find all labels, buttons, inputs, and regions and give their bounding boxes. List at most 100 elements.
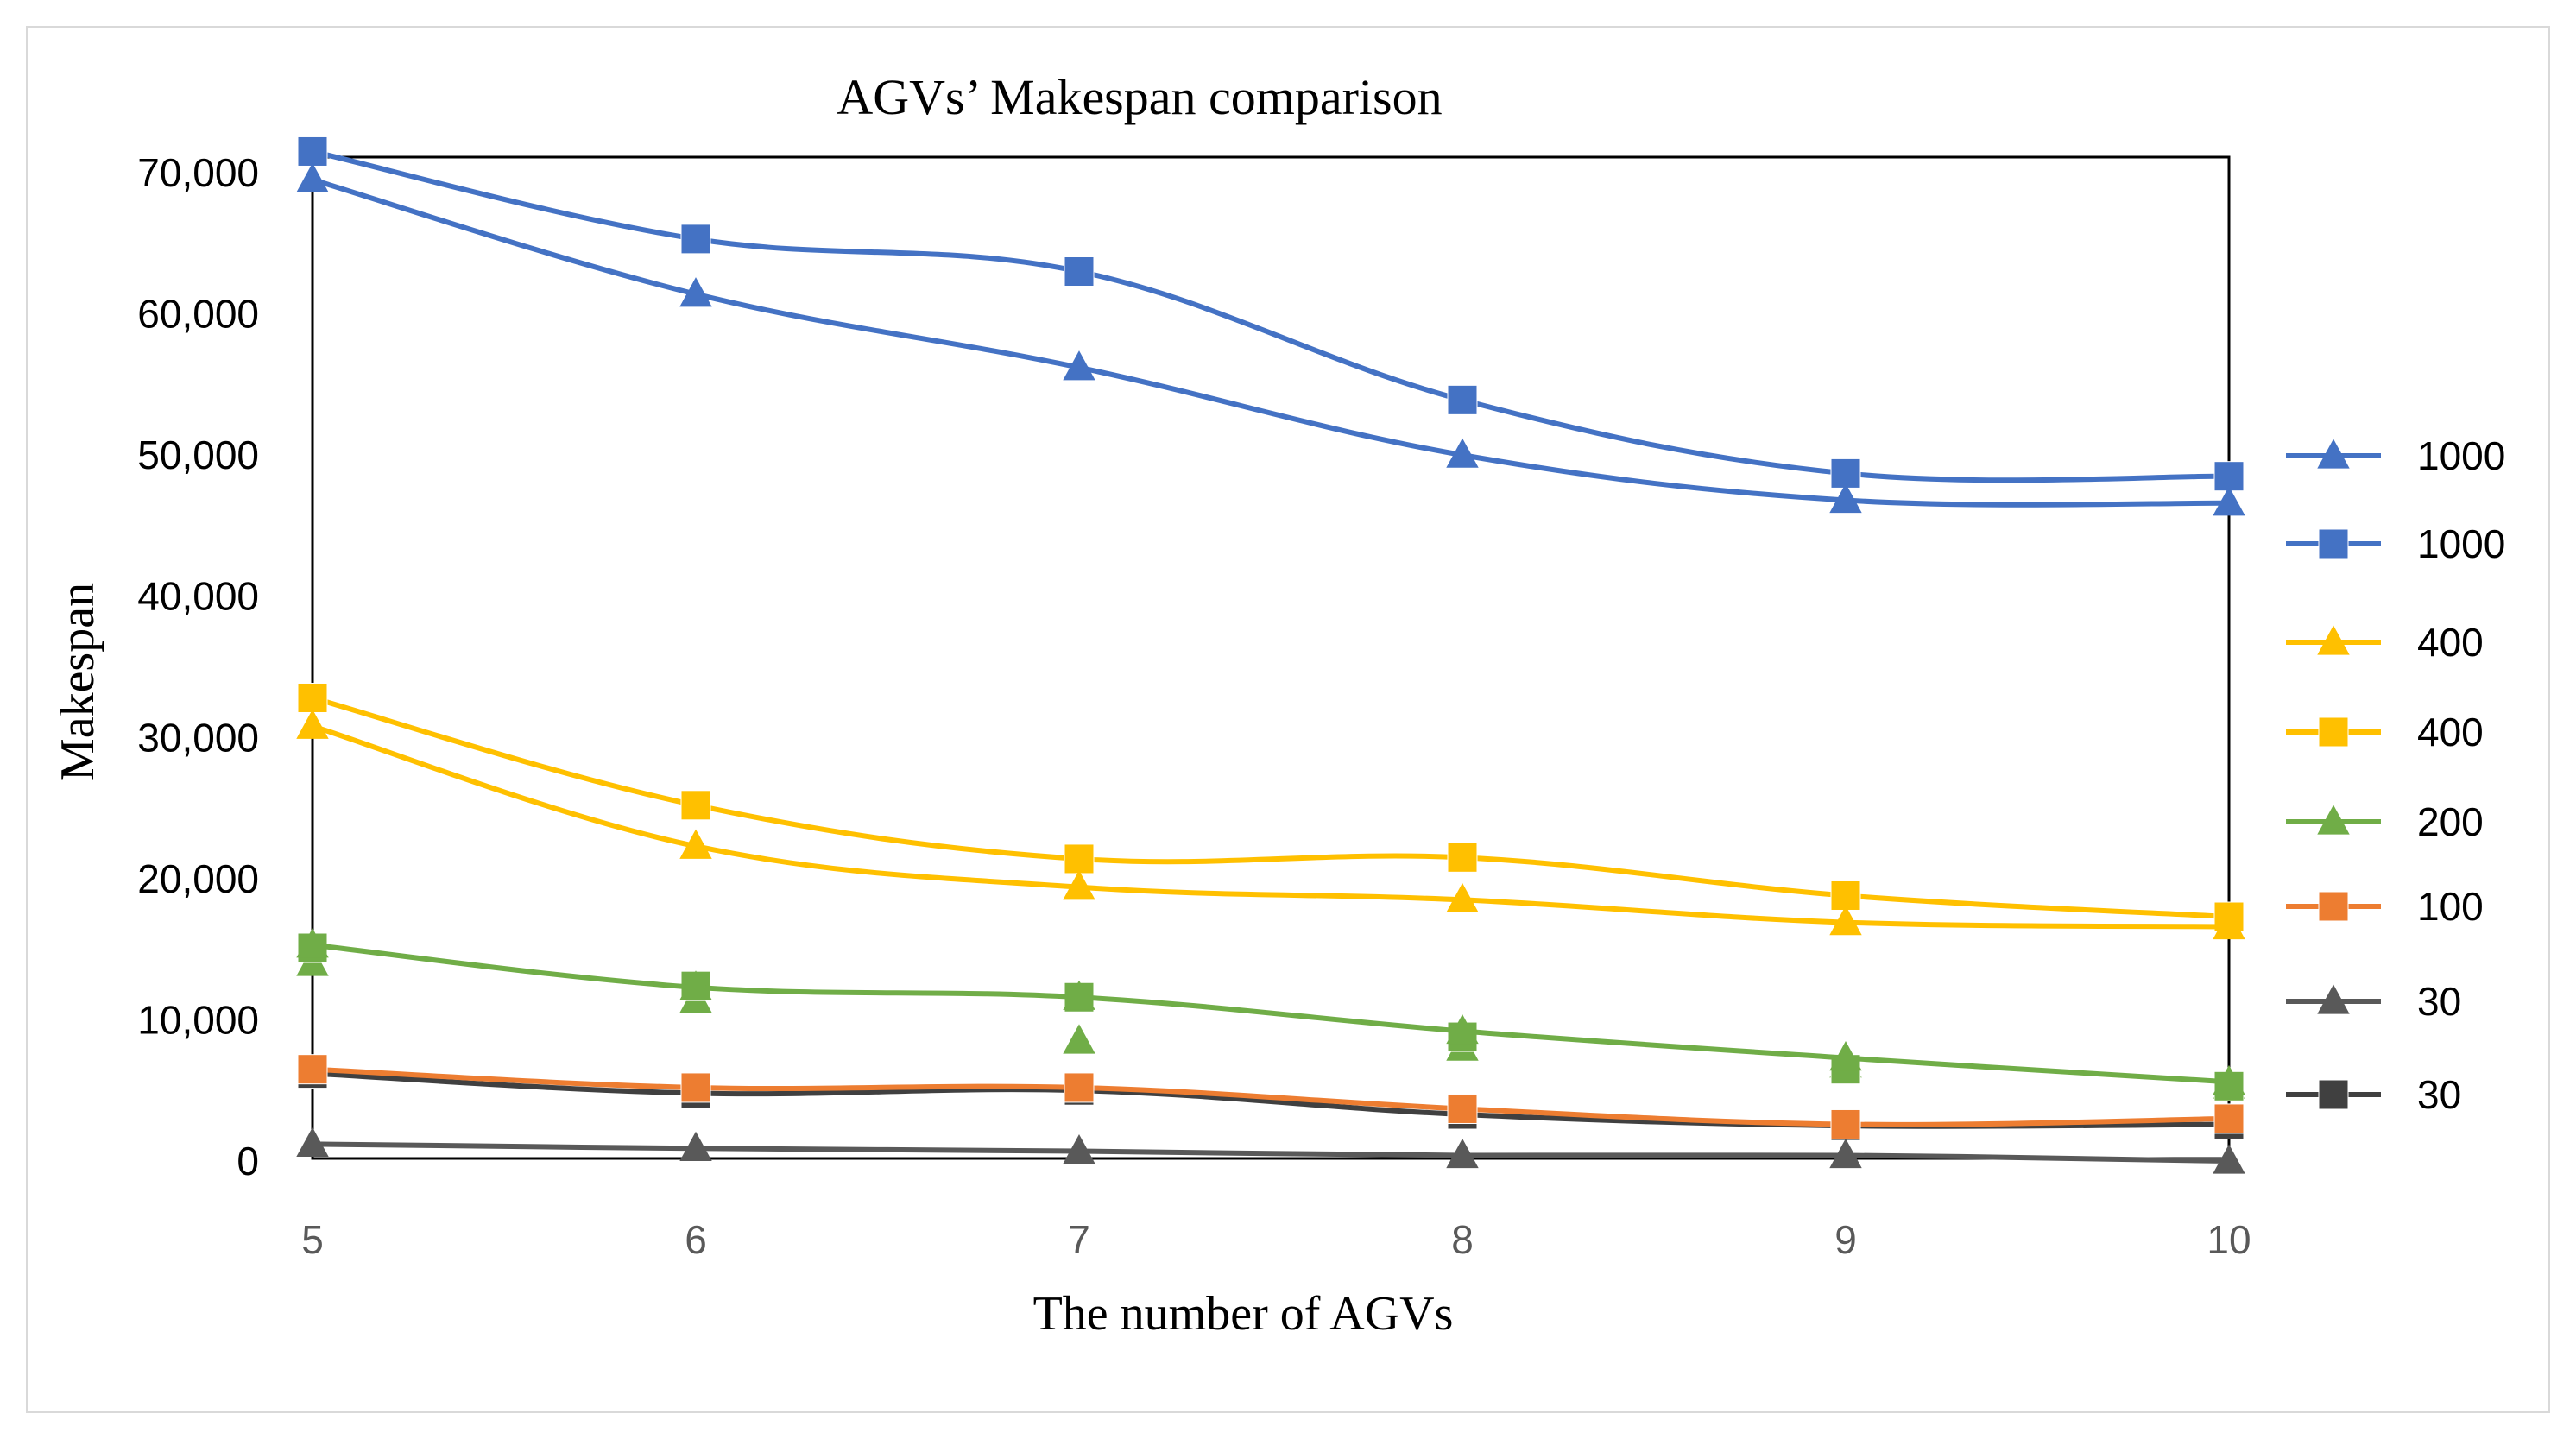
legend-swatch-marker: [2318, 1079, 2349, 1110]
data-point-marker: [2213, 909, 2245, 940]
x-tick-label: 7: [1068, 1217, 1090, 1262]
data-point-marker: [680, 790, 711, 821]
data-point-marker: [680, 1072, 711, 1103]
series-5: [297, 1054, 2245, 1139]
series-line: [312, 942, 2230, 1085]
legend-item: 400: [2286, 710, 2484, 754]
data-point-marker: [679, 1131, 712, 1161]
series-1: [297, 136, 2245, 492]
x-tick-label: 10: [2207, 1217, 2251, 1262]
data-point-marker: [1447, 1093, 1478, 1124]
data-point-marker: [1830, 880, 1861, 911]
chart-title: AGVs’ Makespan comparison: [837, 69, 1442, 125]
data-point-marker: [1829, 906, 1862, 936]
x-axis-label: The number of AGVs: [1033, 1287, 1454, 1341]
data-point-marker: [1446, 882, 1479, 913]
series-line: [312, 1070, 2230, 1129]
data-point-marker: [679, 829, 712, 859]
legend-item: 1000: [2286, 521, 2505, 566]
y-tick-label: 40,000: [137, 574, 259, 619]
legend-swatch-marker: [2318, 528, 2349, 559]
legend-label: 30: [2417, 979, 2461, 1024]
series-line: [312, 723, 2230, 930]
series-line: [312, 1066, 2230, 1127]
legend-item: 400: [2286, 620, 2484, 665]
data-point-marker: [1829, 483, 1862, 514]
extra-marker-series: [296, 946, 2245, 1099]
data-point-marker: [296, 1127, 329, 1158]
y-tick-label: 70,000: [137, 150, 259, 195]
data-point-marker: [1830, 1108, 1861, 1139]
series-0: [296, 162, 2245, 516]
y-tick-label: 60,000: [137, 292, 259, 337]
data-point-marker: [1829, 1041, 1862, 1071]
series-line: [312, 177, 2230, 508]
legend-swatch-marker: [2318, 716, 2349, 748]
series-6: [296, 1127, 2245, 1174]
y-tick-label: 0: [237, 1139, 259, 1183]
data-point-marker: [1446, 1138, 1479, 1169]
data-point-marker: [1829, 1138, 1862, 1169]
series-line: [312, 695, 2230, 920]
data-point-marker: [2213, 486, 2245, 516]
data-point-marker: [1064, 843, 1095, 874]
data-point-marker: [1446, 438, 1479, 468]
y-tick-label: 20,000: [137, 856, 259, 901]
x-axis-ticks: 5 6 7 8 9 10: [301, 1217, 2251, 1262]
data-point-marker: [1063, 350, 1095, 381]
legend-item: 30: [2286, 1072, 2461, 1117]
series-line: [312, 1141, 2230, 1164]
data-point-marker: [679, 277, 712, 307]
legend-swatch-marker: [2317, 439, 2350, 469]
data-point-marker: [1063, 980, 1095, 1010]
x-tick-label: 6: [685, 1217, 707, 1262]
legend-item: 200: [2286, 799, 2484, 844]
series-line: [312, 148, 2230, 483]
data-point-marker: [2213, 1103, 2245, 1134]
legend-label: 200: [2417, 799, 2484, 844]
legend-swatch-marker: [2317, 625, 2350, 655]
legend-label: 1000: [2417, 433, 2505, 478]
data-point-marker: [1063, 1134, 1095, 1164]
series-group: [296, 136, 2245, 1174]
legend-label: 400: [2417, 710, 2484, 754]
plot-area: [311, 155, 2231, 1160]
legend-item: 100: [2286, 884, 2484, 929]
data-point-marker: [296, 709, 329, 739]
legend-label: 30: [2417, 1072, 2461, 1117]
data-point-marker: [297, 682, 328, 713]
chart-frame: [26, 26, 2550, 1413]
data-point-marker: [297, 1054, 328, 1085]
x-tick-label: 8: [1451, 1217, 1474, 1262]
data-point-marker: [1447, 384, 1478, 415]
series-4: [296, 928, 2245, 1095]
data-point-marker: [1063, 870, 1095, 900]
y-tick-label: 10,000: [137, 997, 259, 1042]
y-tick-label: 30,000: [137, 715, 259, 760]
series-3: [297, 682, 2245, 932]
y-axis-label: Makespan: [51, 583, 104, 781]
legend-swatch-marker: [2317, 984, 2350, 1014]
series-2: [296, 709, 2245, 940]
data-point-marker: [1447, 842, 1478, 873]
extra-marker-series: [297, 932, 2245, 1101]
data-point-marker: [296, 928, 329, 958]
data-point-marker: [2213, 1144, 2245, 1174]
data-point-marker: [1446, 1013, 1479, 1045]
data-point-marker: [297, 136, 328, 167]
legend-label: 400: [2417, 620, 2484, 665]
legend-label: 100: [2417, 884, 2484, 929]
legend-item: 1000: [2286, 433, 2505, 478]
y-tick-label: 50,000: [137, 432, 259, 477]
data-point-marker: [679, 970, 712, 1000]
data-point-marker: [680, 224, 711, 255]
legend-item: 30: [2286, 979, 2461, 1024]
x-tick-label: 5: [301, 1217, 324, 1262]
legend-swatch-marker: [2317, 805, 2350, 835]
legend-swatch-marker: [2318, 891, 2349, 922]
data-point-marker: [1064, 1072, 1095, 1103]
data-point-marker: [1064, 256, 1095, 287]
x-tick-label: 9: [1834, 1217, 1857, 1262]
data-point-marker: [2213, 461, 2245, 492]
